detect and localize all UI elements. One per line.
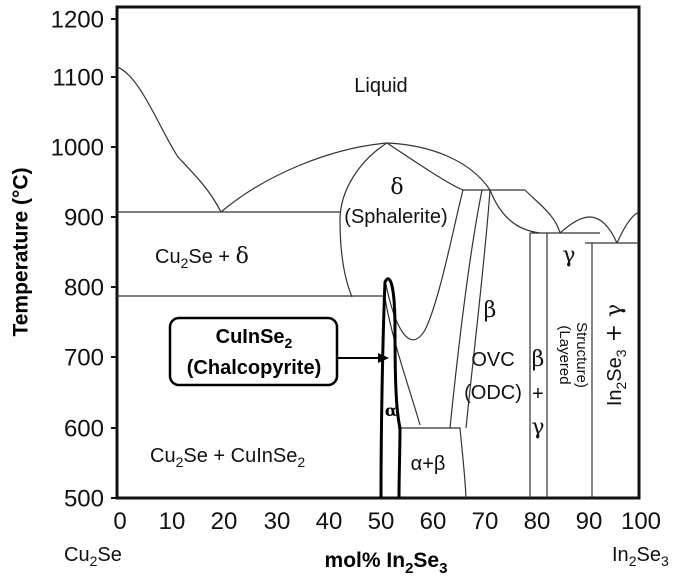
- gamma-liquidus: [559, 216, 618, 244]
- endpoint-right-label: In2Se3: [612, 544, 669, 569]
- x-tick-label: 10: [159, 508, 186, 535]
- region-ovc-label: OVC: [471, 349, 514, 371]
- region-beta-label: β: [484, 298, 497, 323]
- region-cu2se-delta-label: Cu2Se + δ: [155, 244, 249, 271]
- x-axis-title: mol% In2Se3: [325, 549, 448, 577]
- region-alpha-label: α: [385, 401, 397, 420]
- delta-right-boundary: [384, 189, 464, 341]
- beta-left-boundary: [449, 189, 483, 429]
- region-layered-line2: Structure): [573, 322, 590, 388]
- region-delta-label: δ: [390, 175, 403, 200]
- x-tick-label: 80: [524, 508, 551, 535]
- y-tick-label: 900: [64, 204, 104, 231]
- y-tick-label: 800: [64, 274, 104, 301]
- chalcopyrite-field: [379, 277, 402, 499]
- delta-liquid-right: [386, 142, 464, 191]
- x-tick-label: 90: [576, 508, 603, 535]
- liquidus-center-right: [386, 142, 491, 191]
- layered-top-left: [524, 189, 561, 234]
- region-layered-line1: (Layered: [556, 325, 573, 384]
- liquidus-left: [116, 66, 222, 213]
- beta-gamma-upper: [489, 189, 541, 234]
- chalcopyrite-callout-box: [168, 316, 339, 387]
- callout-line1: CuInSe2: [216, 326, 293, 351]
- alpha-beta-boundary: [398, 427, 467, 499]
- callout-line2: (Chalcopyrite): [187, 357, 321, 379]
- x-tick-label: 70: [472, 508, 499, 535]
- x-tick-label: 20: [211, 508, 238, 535]
- alpha-delta-right: [384, 297, 421, 426]
- region-beta-gamma-gamma: γ: [531, 415, 544, 440]
- endpoint-left-label: Cu2Se: [64, 544, 122, 569]
- delta-left-boundary: [339, 142, 388, 298]
- region-sphalerite-label: (Sphalerite): [344, 206, 447, 228]
- region-beta-gamma-beta: β: [532, 347, 545, 372]
- region-beta-gamma-plus: +: [532, 383, 544, 405]
- y-axis-title: Temperature (°C): [10, 167, 33, 336]
- plot-frame: [115, 5, 641, 500]
- phase-boundaries: [116, 66, 640, 499]
- x-tick-label: 100: [621, 508, 661, 535]
- region-alpha-beta-label: α+β: [411, 453, 446, 475]
- x-tick-label: 40: [316, 508, 343, 535]
- region-cu2se-cuinse2-label: Cu2Se + CuInSe2: [150, 445, 305, 470]
- y-tick-label: 600: [64, 415, 104, 442]
- y-tick-label: 500: [64, 485, 104, 512]
- callout-arrow-head: [378, 353, 389, 363]
- beta-right-boundary: [465, 189, 491, 429]
- x-axis: 0 10 20 30 40 50 60 70 80 90 100: [113, 508, 661, 535]
- right-liquidus: [616, 211, 640, 244]
- y-tick-label: 1000: [51, 134, 104, 161]
- x-tick-label: 50: [368, 508, 395, 535]
- x-tick-label: 30: [264, 508, 291, 535]
- y-tick-label: 1100: [52, 64, 104, 91]
- y-axis: 500 600 700 800 900 1000 1100 1200: [51, 6, 117, 512]
- x-tick-label: 0: [113, 508, 126, 535]
- region-gamma-label: γ: [562, 243, 575, 268]
- x-tick-label: 60: [420, 508, 447, 535]
- liquidus-center-left: [220, 142, 388, 213]
- region-liquid-label: Liquid: [354, 75, 407, 97]
- region-odc-label: (ODC): [464, 382, 522, 404]
- region-in2se3-gamma-label: In2Se3 + γ: [602, 304, 629, 406]
- y-tick-label: 1200: [51, 6, 104, 33]
- y-tick-label: 700: [64, 344, 104, 371]
